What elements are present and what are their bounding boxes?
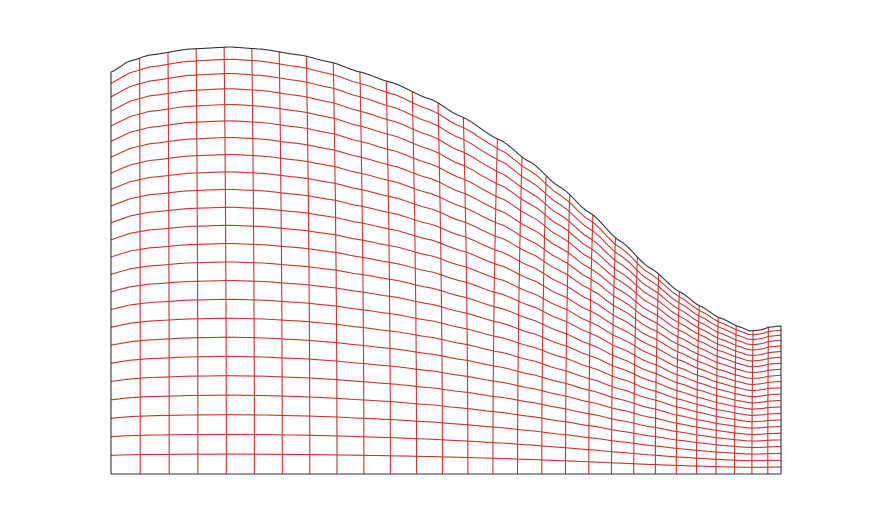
mesh-row-line [110,453,781,468]
mesh-row-line [110,261,782,404]
mesh-row-line [110,242,782,398]
mesh-row-line [110,206,782,386]
mesh-row-line [110,375,782,442]
mesh-row-line [110,298,782,416]
mesh-column-line [411,91,418,474]
mesh-column-line [251,48,255,474]
domain-boundary [110,46,782,475]
mesh-column-line [305,56,311,474]
mesh-row-line [110,336,782,429]
mesh-column-line [385,81,391,474]
mesh-row-lines [110,58,782,468]
mesh-column-line [332,62,338,474]
mesh-row-line [110,188,782,380]
boundary-outline [110,46,782,475]
mesh-row-line [110,154,782,368]
mesh-row-line [110,171,782,374]
mesh-column-line [167,52,170,474]
mesh-row-line [110,104,782,351]
mesh-column-line [139,58,141,474]
mesh-column-line [437,102,443,474]
mesh-row-line [110,73,782,341]
mesh-column-lines [139,47,769,474]
mesh-column-line [359,71,365,474]
mesh-row-line [110,317,782,423]
mesh-row-line [110,433,781,462]
mesh-row-line [110,88,782,346]
mesh-column-line [278,51,283,474]
mesh-row-line [110,279,782,410]
mesh-row-line [110,414,782,455]
mesh-row-line [110,136,782,362]
mesh-row-line [110,394,781,449]
mesh-row-line [110,58,782,336]
mesh-column-line [223,47,227,474]
mesh-column-line [462,117,469,474]
mesh-row-line [110,355,782,436]
mesh-row-line [110,120,782,357]
mesh-row-line [110,224,782,392]
mesh-column-line [195,48,199,474]
